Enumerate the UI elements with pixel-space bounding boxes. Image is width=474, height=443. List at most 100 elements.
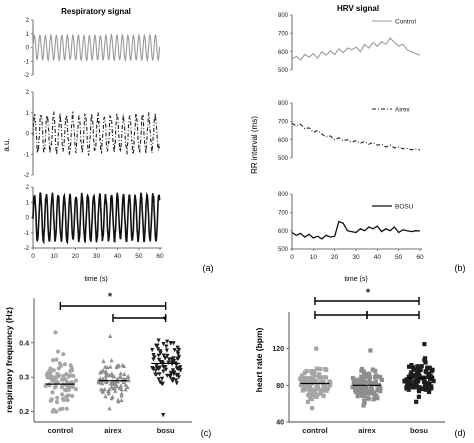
panel-c-point-bosu bbox=[168, 373, 173, 379]
panel-d-point-airex bbox=[361, 403, 366, 408]
panel-d-point-airex bbox=[364, 375, 370, 380]
panel-c-point-control bbox=[50, 378, 55, 383]
panel-d-point-airex bbox=[361, 388, 366, 393]
panel-d-point-bosu bbox=[404, 384, 409, 390]
panel-c-point-airex bbox=[115, 376, 120, 381]
panel-d-point-control bbox=[299, 373, 305, 378]
panel-a-ytick-label: 2 bbox=[26, 90, 30, 96]
panel-d-point-bosu bbox=[409, 374, 414, 379]
panel-c-point-bosu bbox=[165, 339, 170, 344]
panel-c-point-airex bbox=[106, 389, 111, 394]
panel-b-xtick-label: 10 bbox=[310, 254, 318, 261]
panel-d-point-bosu bbox=[423, 356, 428, 361]
panel-c-point-bosu bbox=[161, 353, 166, 358]
panel-c-point-bosu bbox=[162, 316, 167, 321]
panel-c-point-airex bbox=[119, 397, 124, 403]
panel-b-ytick-label: 500 bbox=[278, 68, 289, 74]
panel-c-point-control bbox=[55, 349, 61, 354]
panel-c-xtick-label-airex: airex bbox=[104, 426, 122, 435]
panel-b-xtick-label: 0 bbox=[290, 254, 294, 261]
panel-d-point-airex bbox=[363, 385, 368, 390]
panel-c-point-bosu bbox=[169, 360, 175, 365]
panel-d-point-bosu bbox=[427, 365, 432, 371]
panel-c-ytick-label: 0.4 bbox=[19, 340, 29, 347]
panel-d-ytick-label: 40 bbox=[276, 420, 284, 427]
panel-d-point-bosu bbox=[422, 379, 427, 384]
panel-a-signal-control bbox=[32, 32, 161, 63]
panel-c-point-bosu bbox=[156, 347, 161, 352]
panel-d-point-airex bbox=[367, 380, 372, 385]
panel-c-point-control bbox=[65, 398, 70, 403]
panel-d-point-airex bbox=[361, 393, 366, 398]
panel-d-point-control bbox=[304, 385, 309, 390]
panel-d-point-bosu bbox=[429, 384, 434, 389]
panel-d-point-bosu bbox=[416, 394, 421, 399]
panel-d-point-airex bbox=[363, 391, 368, 396]
panel-d-point-bosu bbox=[424, 370, 429, 375]
panel-a-ytick-label: 0 bbox=[26, 46, 30, 52]
panel-c-point-bosu bbox=[157, 372, 162, 377]
panel-d-point-bosu bbox=[431, 379, 436, 384]
panel-c-point-bosu bbox=[165, 373, 170, 378]
panel-c-point-bosu bbox=[158, 351, 163, 356]
panel-d-point-bosu bbox=[408, 382, 413, 387]
panel-c-point-control bbox=[48, 371, 53, 376]
panel-d-point-airex bbox=[373, 368, 378, 373]
panel-d-point-bosu bbox=[428, 374, 433, 379]
panel-d-point-control bbox=[307, 377, 312, 383]
panel-d-point-airex bbox=[350, 375, 356, 381]
panel-d-point-bosu bbox=[406, 364, 412, 369]
panel-c-point-bosu bbox=[164, 348, 169, 353]
panel-d-point-control bbox=[309, 397, 314, 402]
panel-a-xtick-label: 50 bbox=[135, 253, 143, 260]
panel-c-point-control bbox=[69, 380, 74, 385]
panel-d-point-airex bbox=[361, 376, 366, 381]
panel-b-xtick-label: 20 bbox=[331, 254, 339, 261]
panel-a-xtick-label: 20 bbox=[72, 253, 80, 260]
panel-c-point-airex bbox=[119, 391, 124, 396]
panel-c-point-bosu bbox=[165, 353, 170, 358]
panel-c-point-bosu bbox=[171, 377, 176, 382]
panel-d-point-airex bbox=[369, 384, 374, 389]
panel-d-ytick-label: 120 bbox=[272, 346, 284, 353]
panel-d-point-airex bbox=[375, 374, 380, 379]
panel-d-point-airex bbox=[366, 396, 371, 401]
panel-d-point-bosu bbox=[414, 399, 419, 404]
panel-a-xtick-label: 60 bbox=[156, 253, 164, 260]
panel-c-point-control bbox=[60, 406, 65, 411]
panel-b-xtick-label: 60 bbox=[416, 254, 424, 261]
panel-d-point-bosu bbox=[409, 370, 414, 375]
panel-d-point-bosu bbox=[411, 367, 416, 372]
panel-c-point-control bbox=[56, 366, 61, 371]
panel-c-point-airex bbox=[101, 368, 106, 373]
panel-d-point-control bbox=[319, 375, 324, 380]
panel-d-point-bosu bbox=[427, 388, 432, 393]
panel-d-xtick-label-bosu: bosu bbox=[410, 426, 428, 435]
panel-c-point-bosu bbox=[160, 376, 165, 381]
panel-c-point-bosu bbox=[167, 357, 172, 362]
panel-d-point-control bbox=[309, 391, 314, 396]
panel-d-point-bosu bbox=[405, 381, 410, 386]
panel-b-ytick-label: 600 bbox=[278, 229, 289, 235]
panel-c-point-airex bbox=[115, 379, 120, 384]
panel-a-ytick-label: 1 bbox=[26, 111, 30, 117]
panel-c-point-bosu bbox=[155, 343, 160, 348]
panel-d-point-airex bbox=[350, 385, 355, 390]
panel-d-xtick-label-airex: airex bbox=[358, 426, 376, 435]
panel-b-xtick-label: 40 bbox=[374, 254, 382, 261]
panel-c-point-airex bbox=[114, 382, 119, 387]
panel-b-legend-label-control: Control bbox=[395, 19, 417, 26]
panel-c-point-airex bbox=[107, 406, 112, 411]
panel-b-ylabel: RR interval (ms) bbox=[250, 116, 259, 174]
panel-c-point-bosu bbox=[157, 357, 162, 363]
panel-c-ytick-label: 0.2 bbox=[19, 409, 29, 416]
panel-a-ytick-label: -1 bbox=[24, 231, 30, 237]
panel-d-point-airex bbox=[355, 394, 360, 399]
panel-d-point-control bbox=[327, 380, 332, 385]
panel-c-point-bosu bbox=[176, 347, 182, 352]
panel-d-point-airex bbox=[372, 390, 377, 395]
panel-d-point-bosu bbox=[417, 386, 422, 391]
panel-d-point-airex bbox=[370, 367, 375, 372]
panel-d-point-control bbox=[305, 399, 310, 404]
panel-c-point-control bbox=[68, 363, 73, 368]
